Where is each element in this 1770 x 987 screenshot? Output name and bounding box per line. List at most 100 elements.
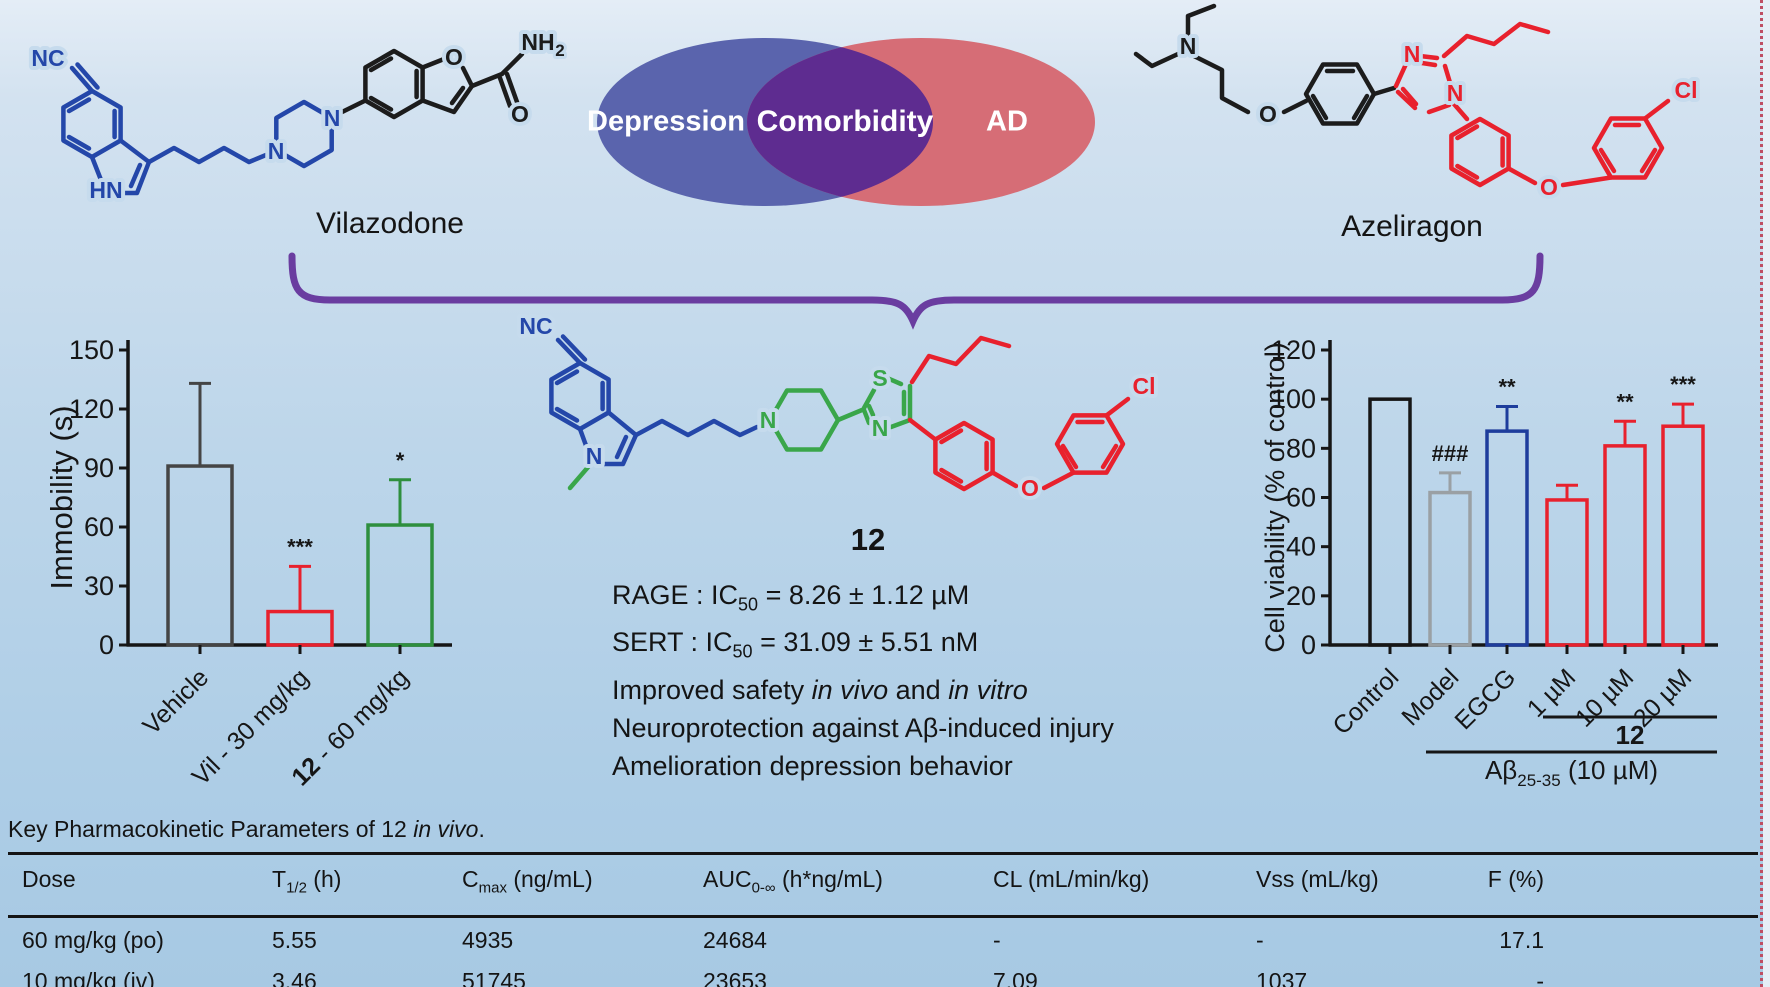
page-edge-dotted-line [1760,0,1763,987]
pk-table-header-grid: Dose T1/2 (h) Cmax (ng/mL) AUC0-∞ (h*ng/mL)… [8,855,1758,915]
bar [1545,498,1589,647]
y-tick-label: 80 [1286,433,1316,463]
y-tick-label: 0 [99,630,114,660]
label-segment: Control [1327,663,1404,740]
compound12-red-skeleton [907,335,1131,492]
significance-label: * [396,448,405,473]
pk-header-cell: AUC0-∞ (h*ng/mL) [703,866,883,897]
y-tick-label: 30 [84,571,114,601]
compound12-piperidine-n-label: N [760,407,777,433]
y-tick-label: 20 [1286,581,1316,611]
compound12-number: 12 [850,522,886,557]
pk-header-cell: CL (mL/min/kg) [993,866,1150,892]
pk-table-cell: 60 mg/kg (po) [22,926,164,953]
pk-table-cell: 23653 [703,967,767,987]
group-annotation-label: 12 [1616,720,1645,750]
significance-label: ** [1498,375,1516,400]
vilazodone-carbonyl-o-label: O [511,101,529,127]
compound12-nitrile-label: NC [519,313,552,339]
label-segment: 25-35 [1517,771,1560,790]
venn-ad-label: AD [986,105,1028,138]
vilazodone-black-skeleton [335,48,525,120]
compound12-structure: NC N N S N O Cl [515,309,1159,505]
info-line-neuroprotection: Neuroprotection against Aβ-induced injur… [612,712,1114,743]
label-segment: (10 µM) [1561,755,1658,785]
vilazodone-name: Vilazodone [316,207,464,240]
azeliragon-red-skeleton [1393,21,1671,188]
pk-table-cell: 24684 [703,926,767,953]
pk-table-row: 10 mg/kg (iv) 3.46 51745 23653 7.09 1037 - [8,959,1758,987]
x-category-label: Control [1327,663,1404,740]
y-tick-label: 120 [69,394,114,424]
vilazodone-piperazine-n1-label: N [268,138,285,164]
vilazodone-structure: NC HN N N O O NH 2 [27,25,567,207]
x-category-label: EGCG [1449,663,1521,735]
vilazodone-indole-nh-label: HN [89,177,122,203]
pk-table-header-row: Dose T1/2 (h) Cmax (ng/mL) AUC0-∞ (h*ng/mL)… [8,855,1758,918]
pk-table-cell: - [1256,926,1264,953]
info-line-depression: Amelioration depression behavior [612,750,1013,781]
pk-table-cell: 51745 [462,967,526,987]
group-annotation-label: Aβ25-35 (10 µM) [1485,755,1658,790]
compound12-indole-n-label: N [586,443,603,469]
azeliragon-ether-o-label: O [1259,101,1277,127]
y-tick-label: 90 [84,453,114,483]
azeliragon-imidazole-n1-label: N [1447,80,1464,106]
vilazodone-amide-nh-label: NH [521,29,554,55]
combination-brace [288,252,1544,330]
pk-table-cell: 10 mg/kg (iv) [22,967,155,987]
vilazodone-furan-o-label: O [445,44,463,70]
bar [1368,397,1412,647]
y-tick-label: 100 [1271,384,1316,414]
pk-table-body: 60 mg/kg (po) 5.55 4935 24684 - - 17.1 10 mg/kg… [8,918,1758,987]
azeliragon-cl-label: Cl [1675,77,1698,103]
azeliragon-ether2-o-label: O [1540,174,1558,200]
pk-table-cell: - [993,926,1001,953]
bar [366,523,434,647]
venn-depression-label: Depression [587,105,745,138]
compound12-thiazole-n-label: N [872,415,889,441]
significance-label: ### [1432,441,1469,466]
y-tick-label: 0 [1301,630,1316,660]
label-segment: 12 [1616,720,1645,750]
pk-table-cell: 4935 [462,926,514,953]
compound12-thiazole-s-label: S [872,365,887,391]
azeliragon-amine-n-label: N [1180,33,1197,59]
vilazodone-blue-skeleton [61,62,334,196]
bar [1428,490,1472,647]
y-tick-label: 40 [1286,532,1316,562]
label-segment: Vehicle [137,663,214,740]
pk-table-row: 60 mg/kg (po) 5.55 4935 24684 - - 17.1 [8,918,1758,959]
vilazodone-piperazine-n2-label: N [324,105,341,131]
compound12-info-block: RAGE : IC50 = 8.26 ± 1.12 µM SERT : IC50… [612,576,1114,785]
venn-comorbidity-label: Comorbidity [756,105,934,138]
compound12-cl-label: Cl [1133,373,1156,399]
label-segment: EGCG [1449,663,1521,735]
bar [266,609,334,647]
pk-header-cell: T1/2 (h) [272,866,342,897]
label-segment: - 60 mg/kg [306,663,414,771]
y-tick-label: 150 [69,335,114,365]
y-axis-title: Immobility (s) [44,405,79,589]
pk-table: Dose T1/2 (h) Cmax (ng/mL) AUC0-∞ (h*ng/mL)… [8,852,1758,987]
pk-header-cell: Vss (mL/kg) [1256,866,1379,892]
y-tick-label: 60 [1286,483,1316,513]
pk-table-cell: 5.55 [272,926,317,953]
info-line-rage: RAGE : IC50 = 8.26 ± 1.12 µM [612,580,970,615]
info-line-sert: SERT : IC50 = 31.09 ± 5.51 nM [612,627,979,662]
vilazodone-amide-h2-subscript: 2 [555,41,564,60]
bar [1603,444,1647,647]
compound12-ether-o-label: O [1021,475,1039,501]
significance-label: ** [1616,389,1634,414]
y-tick-label: 120 [1271,335,1316,365]
azeliragon-imidazole-n3-label: N [1404,41,1421,67]
vilazodone-nitrile-label: NC [31,45,64,71]
pk-table-cell: 17.1 [1499,926,1544,953]
bar [1485,429,1529,647]
y-tick-label: 60 [84,512,114,542]
pk-table-cell: - [1536,967,1544,987]
